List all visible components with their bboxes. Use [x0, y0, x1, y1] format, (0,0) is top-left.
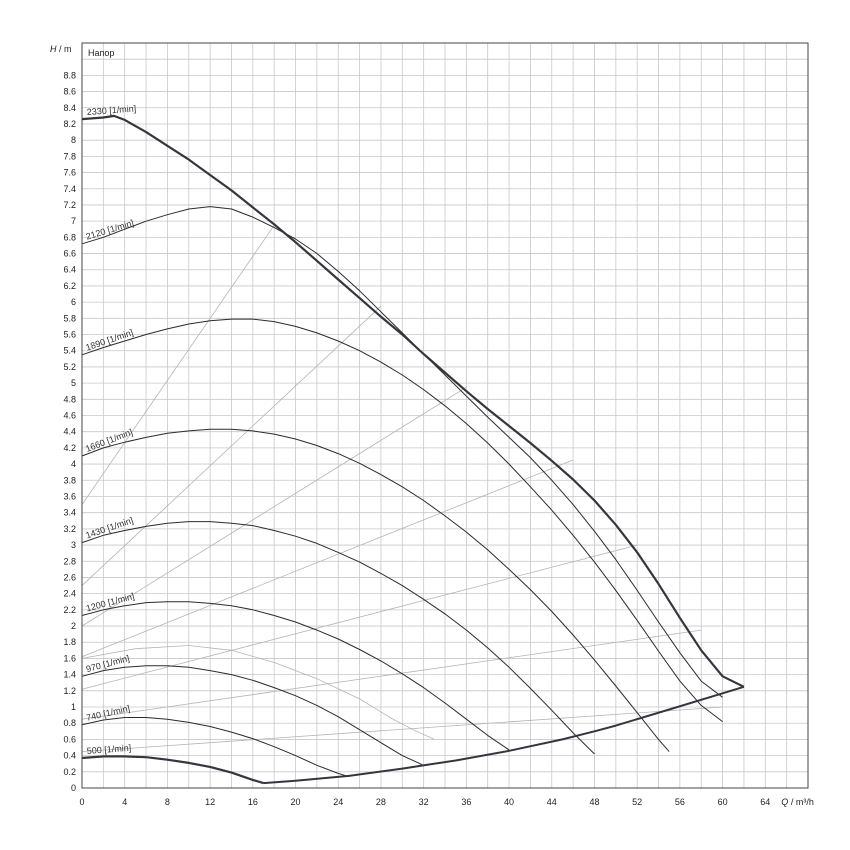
y-tick-label: 7.6 [63, 168, 76, 178]
y-tick-label: 5.6 [63, 330, 76, 340]
system-curve [81, 706, 723, 752]
y-tick-label: 4.8 [63, 394, 76, 404]
series-line [81, 318, 723, 722]
y-tick-label: 1.4 [63, 670, 76, 680]
y-axis-unit: / m [59, 44, 72, 54]
y-tick-label: 3 [71, 540, 76, 550]
y-tick-label: 0.6 [63, 734, 76, 744]
x-tick-label: 52 [632, 797, 642, 807]
x-tick-label: 8 [165, 797, 170, 807]
grid [81, 42, 809, 789]
system-curve [81, 629, 702, 720]
y-tick-label: 3.6 [63, 491, 76, 501]
y-tick-label: 6.6 [63, 249, 76, 259]
y-tick-label: 3.8 [63, 475, 76, 485]
y-tick-label: 3.2 [63, 524, 76, 534]
y-tick-label: 0.8 [63, 718, 76, 728]
y-tick-label: 5.2 [63, 362, 76, 372]
y-tick-label: 8 [71, 135, 76, 145]
y-axis-symbol: H [50, 44, 57, 54]
y-tick-label: 1 [71, 702, 76, 712]
x-tick-label: 56 [675, 797, 685, 807]
series-label: 2330 [1/min] [86, 103, 136, 117]
chart-title: Напор [88, 48, 114, 58]
system-curve [81, 224, 275, 505]
system-curve [81, 386, 467, 627]
y-tick-label: 4.4 [63, 427, 76, 437]
series-line [81, 601, 510, 751]
speed-curves [81, 114, 745, 785]
y-tick-label: 1.8 [63, 637, 76, 647]
x-tick-label: 16 [248, 797, 258, 807]
system-curve [81, 459, 574, 658]
series-line [81, 717, 350, 778]
y-tick-label: 6.2 [63, 281, 76, 291]
y-tick-label: 2.4 [63, 589, 76, 599]
series-line [81, 114, 745, 688]
system-curve [81, 305, 382, 586]
series-line [81, 665, 424, 766]
x-tick-label: 24 [333, 797, 343, 807]
x-tick-label: 28 [376, 797, 386, 807]
x-tick-label: 0 [79, 797, 84, 807]
y-tick-label: 4.6 [63, 411, 76, 421]
y-tick-label: 5 [71, 378, 76, 388]
y-tick-label: 5.4 [63, 346, 76, 356]
y-tick-label: 8.4 [63, 103, 76, 113]
x-axis-label: Q / m³/h [781, 797, 814, 807]
series-line [81, 521, 595, 755]
y-tick-label: 4 [71, 459, 76, 469]
envelope-curves [263, 685, 745, 785]
y-tick-label: 8.2 [63, 119, 76, 129]
y-tick-label: 7.4 [63, 184, 76, 194]
y-tick-label: 5.8 [63, 313, 76, 323]
y-tick-label: 0.4 [63, 751, 76, 761]
y-tick-label: 1.2 [63, 686, 76, 696]
x-tick-label: 12 [205, 797, 215, 807]
y-tick-label: 0.2 [63, 767, 76, 777]
y-tick-label: 4.2 [63, 443, 76, 453]
y-tick-label: 2.6 [63, 572, 76, 582]
series-label: 500 [1/min] [86, 743, 131, 756]
y-tick-labels: 0 0.2 0.4 0.6 0.8 1 1.2 1.4 1.6 1.8 2 2.2 2.4 2.6 2.8 3… [63, 70, 76, 793]
x-tick-label: 64 [760, 797, 770, 807]
x-tick-label: 20 [291, 797, 301, 807]
x-tick-label: 60 [718, 797, 728, 807]
y-tick-label: 0 [71, 783, 76, 793]
y-tick-label: 7 [71, 216, 76, 226]
system-curve [81, 645, 435, 740]
x-tick-label: 36 [461, 797, 471, 807]
system-curves [81, 224, 723, 752]
plot-frame [81, 42, 809, 789]
x-tick-label: 44 [547, 797, 557, 807]
system-curve [81, 544, 638, 690]
x-tick-label: 48 [589, 797, 599, 807]
y-tick-label: 6.8 [63, 232, 76, 242]
y-tick-label: 6 [71, 297, 76, 307]
x-tick-label: 32 [419, 797, 429, 807]
x-axis-symbol: Q [781, 797, 788, 807]
series-label: 1430 [1/min] [84, 515, 134, 540]
y-tick-label: 7.2 [63, 200, 76, 210]
y-tick-label: 7.8 [63, 151, 76, 161]
y-tick-label: 6.4 [63, 265, 76, 275]
y-tick-label: 1.6 [63, 653, 76, 663]
series-line [81, 206, 723, 698]
y-tick-label: 2.2 [63, 605, 76, 615]
y-tick-label: 8.6 [63, 87, 76, 97]
y-tick-label: 2 [71, 621, 76, 631]
x-axis-unit: / m³/h [791, 797, 814, 807]
x-tick-label: 4 [122, 797, 127, 807]
min-envelope-line [263, 685, 745, 785]
y-tick-label: 2.8 [63, 556, 76, 566]
x-tick-labels: 0 4 8 12 16 20 24 28 32 36 40 44 48 52 56 60 64 [79, 797, 770, 807]
x-tick-label: 40 [504, 797, 514, 807]
y-tick-label: 3.4 [63, 508, 76, 518]
series-line [81, 428, 670, 752]
y-tick-label: 8.8 [63, 70, 76, 80]
series-line [81, 755, 264, 785]
y-axis-label: H / m [50, 44, 72, 54]
